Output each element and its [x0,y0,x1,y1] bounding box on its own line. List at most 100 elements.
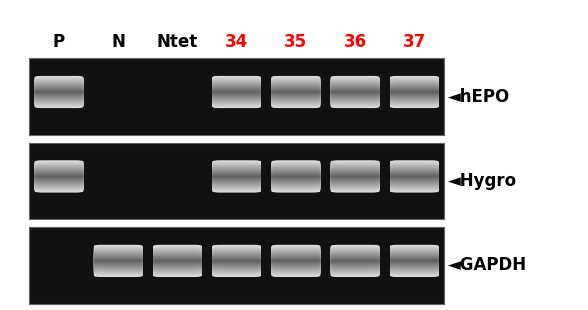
FancyBboxPatch shape [331,259,379,263]
FancyBboxPatch shape [212,253,261,268]
FancyBboxPatch shape [212,250,261,272]
FancyBboxPatch shape [212,176,261,177]
FancyBboxPatch shape [390,175,439,178]
FancyBboxPatch shape [212,245,261,277]
FancyBboxPatch shape [272,91,320,93]
FancyBboxPatch shape [272,173,320,180]
FancyBboxPatch shape [331,256,379,265]
FancyBboxPatch shape [94,257,142,264]
FancyBboxPatch shape [331,88,379,96]
FancyBboxPatch shape [212,248,261,273]
FancyBboxPatch shape [331,76,379,108]
FancyBboxPatch shape [331,162,379,191]
FancyBboxPatch shape [35,175,83,179]
FancyBboxPatch shape [331,77,379,107]
FancyBboxPatch shape [331,169,379,184]
FancyBboxPatch shape [212,80,261,104]
FancyBboxPatch shape [390,82,439,102]
FancyBboxPatch shape [35,162,83,191]
FancyBboxPatch shape [272,84,320,100]
FancyBboxPatch shape [212,260,261,262]
FancyBboxPatch shape [212,246,261,276]
FancyBboxPatch shape [390,172,439,181]
FancyBboxPatch shape [272,251,320,271]
FancyBboxPatch shape [272,86,320,98]
FancyBboxPatch shape [331,86,379,98]
FancyBboxPatch shape [390,91,439,94]
FancyBboxPatch shape [272,258,320,264]
FancyBboxPatch shape [390,252,439,270]
FancyBboxPatch shape [94,246,142,276]
FancyBboxPatch shape [153,249,202,272]
FancyBboxPatch shape [331,248,379,274]
FancyBboxPatch shape [272,81,320,103]
FancyBboxPatch shape [212,82,261,103]
FancyBboxPatch shape [94,252,142,270]
FancyBboxPatch shape [272,162,320,191]
FancyBboxPatch shape [272,83,320,101]
FancyBboxPatch shape [331,169,379,184]
FancyBboxPatch shape [212,257,261,265]
FancyBboxPatch shape [212,91,261,94]
FancyBboxPatch shape [212,81,261,103]
FancyBboxPatch shape [390,91,439,92]
FancyBboxPatch shape [272,84,320,100]
FancyBboxPatch shape [331,86,379,99]
FancyBboxPatch shape [390,252,439,270]
FancyBboxPatch shape [94,248,142,273]
FancyBboxPatch shape [212,169,261,184]
FancyBboxPatch shape [390,168,439,185]
FancyBboxPatch shape [94,246,142,276]
FancyBboxPatch shape [390,246,439,275]
FancyBboxPatch shape [272,170,320,183]
FancyBboxPatch shape [153,248,202,274]
FancyBboxPatch shape [35,82,83,102]
FancyBboxPatch shape [212,253,261,269]
FancyBboxPatch shape [35,81,83,103]
FancyBboxPatch shape [35,91,83,92]
FancyBboxPatch shape [390,88,439,95]
FancyBboxPatch shape [390,85,439,99]
FancyBboxPatch shape [272,256,320,266]
FancyBboxPatch shape [390,161,439,192]
FancyBboxPatch shape [212,162,261,191]
FancyBboxPatch shape [390,80,439,104]
FancyBboxPatch shape [331,84,379,100]
FancyBboxPatch shape [35,88,83,95]
FancyBboxPatch shape [35,84,83,100]
FancyBboxPatch shape [212,258,261,264]
FancyBboxPatch shape [272,255,320,267]
FancyBboxPatch shape [390,256,439,266]
FancyBboxPatch shape [153,253,202,269]
FancyBboxPatch shape [331,250,379,272]
FancyBboxPatch shape [390,76,439,108]
FancyBboxPatch shape [390,257,439,264]
FancyBboxPatch shape [212,259,261,263]
FancyBboxPatch shape [390,245,439,277]
FancyBboxPatch shape [331,260,379,261]
FancyBboxPatch shape [153,254,202,268]
FancyBboxPatch shape [212,81,261,103]
FancyBboxPatch shape [272,246,320,275]
FancyBboxPatch shape [390,82,439,102]
FancyBboxPatch shape [331,167,379,186]
FancyBboxPatch shape [272,90,320,94]
FancyBboxPatch shape [212,89,261,95]
FancyBboxPatch shape [212,85,261,99]
FancyBboxPatch shape [390,80,439,104]
FancyBboxPatch shape [331,78,379,106]
FancyBboxPatch shape [390,254,439,268]
FancyBboxPatch shape [272,245,320,277]
FancyBboxPatch shape [212,86,261,98]
FancyBboxPatch shape [212,77,261,107]
FancyBboxPatch shape [35,166,83,187]
FancyBboxPatch shape [272,78,320,106]
FancyBboxPatch shape [153,250,202,272]
FancyBboxPatch shape [212,260,261,261]
FancyBboxPatch shape [35,172,83,180]
FancyBboxPatch shape [390,172,439,181]
FancyBboxPatch shape [272,175,320,179]
FancyBboxPatch shape [390,84,439,100]
FancyBboxPatch shape [272,260,320,262]
FancyBboxPatch shape [331,258,379,264]
